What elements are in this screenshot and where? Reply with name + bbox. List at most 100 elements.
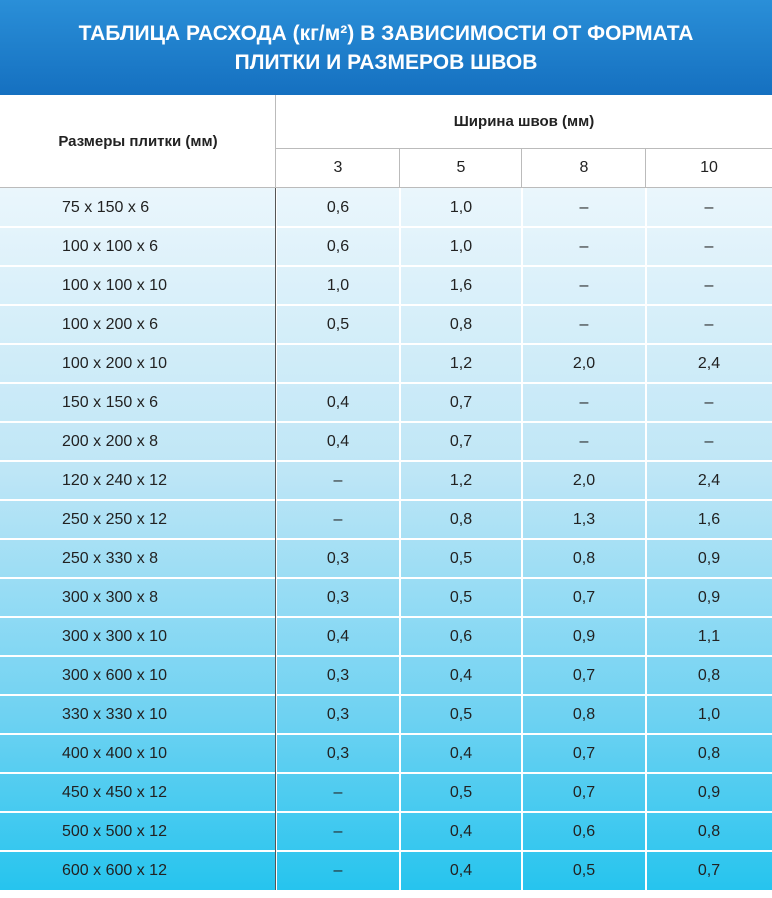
row-line [0,694,772,696]
tile-size: 600 x 600 x 12 [62,861,167,879]
title-line: ТАБЛИЦА РАСХОДА (кг/м²) В ЗАВИСИМОСТИ ОТ… [78,21,694,45]
consumption-value: – [704,237,714,255]
tile-size: 200 x 200 x 8 [62,432,159,450]
width-header: Ширина швов (мм) [453,113,595,130]
col-line [275,188,277,890]
consumption-value: 0,3 [326,588,350,606]
consumption-value: 0,8 [697,744,721,762]
width-value: 5 [456,159,466,176]
tile-size: 300 x 300 x 10 [62,627,167,645]
col-line [275,188,276,890]
consumption-value: 0,4 [449,861,473,879]
tile-size: 330 x 330 x 10 [62,705,167,723]
header-line [645,148,646,188]
consumption-value: 0,3 [326,666,350,684]
row-line [0,382,772,384]
row-line [0,460,772,462]
consumption-value: 0,8 [449,510,473,528]
consumption-value: 2,0 [572,354,596,372]
consumption-value: 0,5 [449,705,473,723]
row-line [0,850,772,852]
consumption-value: 1,2 [449,471,473,489]
consumption-value: – [579,276,589,294]
tile-size: 100 x 200 x 10 [62,354,167,372]
row-line [0,538,772,540]
tile-size: 500 x 500 x 12 [62,822,167,840]
consumption-value: 0,3 [326,549,350,567]
tile-size: 100 x 100 x 10 [62,276,167,294]
title-line: ПЛИТКИ И РАЗМЕРОВ ШВОВ [234,50,538,74]
size-header: Размеры плитки (мм) [58,133,218,150]
row-line [0,499,772,501]
consumption-value: – [704,393,714,411]
consumption-value: 1,0 [449,198,473,216]
consumption-value: – [333,861,343,879]
consumption-value: 0,8 [572,705,596,723]
row-line [0,343,772,345]
consumption-value: 0,8 [449,315,473,333]
consumption-value: 0,5 [449,783,473,801]
consumption-value: 0,6 [326,198,350,216]
consumption-value: 1,6 [449,276,473,294]
row-line [0,577,772,579]
consumption-value: 1,3 [572,510,596,528]
header-line [275,95,276,188]
col-line [399,188,401,890]
header-line [0,187,772,188]
consumption-value: 0,9 [697,783,721,801]
consumption-value: 0,7 [449,393,473,411]
tile-size: 400 x 400 x 10 [62,744,167,762]
consumption-value: 0,4 [326,393,350,411]
consumption-value: 1,2 [449,354,473,372]
consumption-value: – [579,432,589,450]
consumption-value: 0,7 [572,744,596,762]
tile-size: 250 x 330 x 8 [62,549,159,567]
row-line [0,226,772,228]
consumption-value: 1,6 [697,510,721,528]
width-value: 8 [579,159,589,176]
consumption-value: 0,6 [449,627,473,645]
consumption-value: 0,9 [697,549,721,567]
consumption-value: 0,8 [697,822,721,840]
consumption-value: – [333,471,343,489]
consumption-value: – [333,510,343,528]
consumption-value: 0,4 [449,744,473,762]
consumption-value: 0,6 [572,822,596,840]
consumption-value: 1,1 [697,627,721,645]
header-line [276,148,772,149]
tile-size: 250 x 250 x 12 [62,510,167,528]
row-line [0,655,772,657]
consumption-value: 1,0 [326,276,350,294]
consumption-value: 0,4 [449,666,473,684]
consumption-value: 1,0 [449,237,473,255]
header-line [521,148,522,188]
tile-size: 450 x 450 x 12 [62,783,167,801]
consumption-value: – [579,198,589,216]
tile-size: 300 x 600 x 10 [62,666,167,684]
consumption-value: 0,3 [326,744,350,762]
row-line [0,772,772,774]
consumption-value: 0,3 [326,705,350,723]
consumption-value: 0,5 [449,549,473,567]
consumption-value: 0,5 [572,861,596,879]
consumption-value: 0,4 [326,627,350,645]
consumption-value: 2,4 [697,354,721,372]
header-line [399,148,400,188]
consumption-value: – [579,237,589,255]
consumption-value: 0,4 [449,822,473,840]
row-line [0,733,772,735]
consumption-value: 1,0 [697,705,721,723]
consumption-value: 0,7 [572,666,596,684]
consumption-value: 0,4 [326,432,350,450]
tile-size: 150 x 150 x 6 [62,393,159,411]
row-line [0,304,772,306]
row-line [0,421,772,423]
consumption-value: 0,9 [697,588,721,606]
row-line [0,265,772,267]
consumption-value: – [704,432,714,450]
consumption-value: – [333,783,343,801]
consumption-value: 0,7 [572,783,596,801]
consumption-value: 2,4 [697,471,721,489]
consumption-value: 0,7 [572,588,596,606]
